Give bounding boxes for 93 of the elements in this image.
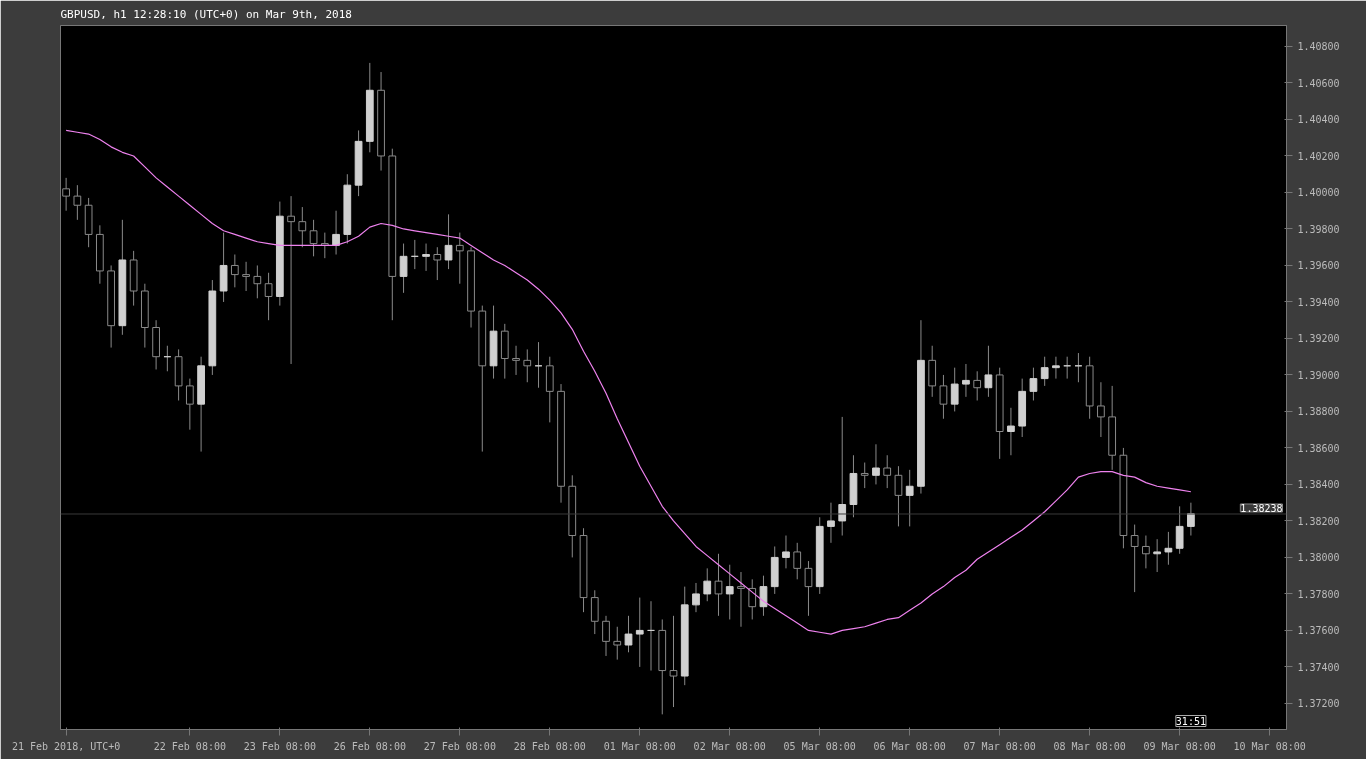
- candlestick: [444, 213, 453, 270]
- x-tick-label: 07 Mar 08:00: [963, 740, 1036, 752]
- candlestick: [703, 567, 712, 602]
- candlestick: [1142, 535, 1150, 569]
- candlestick: [692, 582, 700, 613]
- annotation: 31:51: [1175, 715, 1206, 727]
- candlestick: [737, 571, 745, 628]
- candlestick: [613, 626, 622, 661]
- candlestick: [635, 597, 644, 668]
- candlestick: [590, 589, 599, 635]
- candlestick: [759, 575, 768, 617]
- y-tick-label: 1.39400: [1297, 296, 1340, 308]
- y-tick-label: 1.40600: [1297, 77, 1340, 89]
- candlestick: [1130, 524, 1139, 593]
- y-tick-label: 1.38800: [1297, 406, 1340, 418]
- candlestick: [1164, 531, 1173, 566]
- candlestick: [230, 254, 239, 288]
- candlestick: [883, 454, 892, 489]
- candlestick: [253, 264, 262, 299]
- candlestick: [523, 348, 532, 383]
- candlestick: [894, 465, 903, 527]
- candlestick: [332, 210, 340, 256]
- candlestick: [422, 243, 430, 272]
- y-tick-label: 1.40200: [1297, 150, 1340, 162]
- x-tick-label: 09 Mar 08:00: [1143, 740, 1216, 752]
- x-tick-label: 27 Feb 08:00: [423, 740, 496, 752]
- candlestick: [827, 502, 835, 544]
- x-tick-label: 26 Feb 08:00: [333, 740, 406, 752]
- candlestick: [512, 345, 520, 376]
- y-tick-label: 1.37200: [1297, 698, 1340, 710]
- candlestick: [242, 261, 250, 292]
- y-tick-label: 1.40800: [1297, 41, 1340, 53]
- candlestick: [73, 184, 82, 221]
- candlestick: [1187, 502, 1195, 537]
- candlestick: [624, 615, 633, 653]
- candlestick: [399, 243, 408, 294]
- y-tick-label: 1.38200: [1297, 515, 1340, 527]
- candlestick: [1007, 407, 1015, 456]
- x-tick-label: 21 Feb 2018, UTC+0: [11, 740, 121, 752]
- candlestick: [1052, 356, 1060, 380]
- x-tick-label: 08 Mar 08:00: [1053, 740, 1126, 752]
- x-tick-label: 06 Mar 08:00: [873, 740, 946, 752]
- candlestick: [1097, 381, 1105, 438]
- candlestick: [455, 232, 464, 285]
- candlestick: [714, 553, 723, 617]
- x-tick-label: 02 Mar 08:00: [693, 740, 766, 752]
- x-tick-label: 05 Mar 08:00: [783, 740, 856, 752]
- y-tick-label: 1.40000: [1297, 187, 1340, 199]
- candlestick: [1040, 356, 1049, 387]
- candlestick: [309, 219, 318, 257]
- y-tick-label: 1.39600: [1297, 260, 1340, 272]
- candlestick: [185, 378, 194, 431]
- candlestick: [950, 367, 959, 412]
- candlestick: [1153, 538, 1162, 573]
- y-tick-label: 1.37400: [1297, 661, 1340, 673]
- line-series: [65, 129, 1192, 635]
- candlestick: [838, 416, 847, 537]
- candlestick: [1029, 367, 1038, 401]
- candlestick: [602, 615, 610, 657]
- y-tick-label: 1.37600: [1297, 625, 1340, 637]
- candlestick: [782, 535, 790, 569]
- candlestick: [433, 246, 442, 281]
- y-tick-label: 1.39200: [1297, 333, 1340, 345]
- x-tick-label: 22 Feb 08:00: [153, 740, 226, 752]
- y-tick-label: 1.39000: [1297, 369, 1340, 381]
- y-tick-label: 1.38600: [1297, 442, 1340, 454]
- candlestick: [725, 564, 734, 620]
- y-tick-label: 1.38000: [1297, 552, 1340, 564]
- candlestick: [804, 560, 813, 617]
- y-tick-label: 1.38400: [1297, 479, 1340, 491]
- x-tick-label: 01 Mar 08:00: [603, 740, 676, 752]
- candlestick: [905, 469, 914, 527]
- candlestick: [793, 542, 802, 580]
- candlestick: [860, 462, 869, 489]
- ref-line-label: 1.38238: [1240, 502, 1283, 514]
- candlestick: [973, 370, 982, 401]
- candlestick: [872, 443, 880, 485]
- y-tick-label: 1.37800: [1297, 588, 1340, 600]
- candlestick: [264, 272, 273, 321]
- candlestick: [298, 206, 307, 248]
- candlestick: [1175, 505, 1184, 555]
- candlestick: [287, 195, 295, 365]
- x-tick-label: 10 Mar 08:00: [1233, 740, 1306, 752]
- chart-title: GBPUSD, h1 12:28:10 (UTC+0) on Mar 9th, 2018: [60, 7, 352, 21]
- candlestick: [984, 345, 993, 398]
- y-tick-label: 1.40400: [1297, 114, 1340, 126]
- y-tick-label: 1.39800: [1297, 223, 1340, 235]
- x-tick-label: 23 Feb 08:00: [243, 740, 316, 752]
- candlestick: [939, 374, 948, 420]
- candlestick: [962, 363, 970, 398]
- x-tick-label: 28 Feb 08:00: [513, 740, 586, 752]
- candlestick: [748, 578, 757, 620]
- candlestick: [669, 615, 678, 708]
